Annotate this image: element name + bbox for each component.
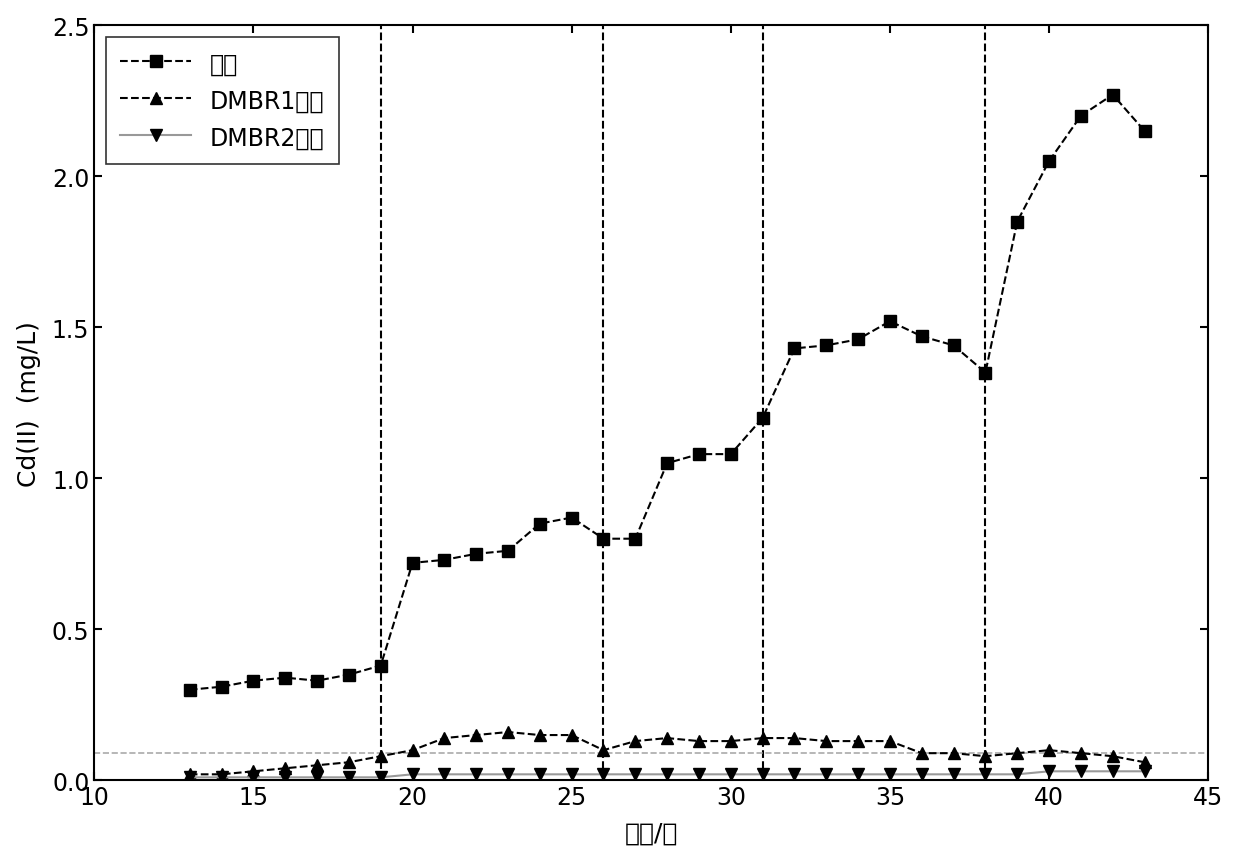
Legend: 进水, DMBR1出水, DMBR2出水: 进水, DMBR1出水, DMBR2出水 <box>107 38 339 165</box>
Y-axis label: Cd(II)  (mg/L): Cd(II) (mg/L) <box>16 320 41 486</box>
X-axis label: 时间/天: 时间/天 <box>625 821 678 845</box>
